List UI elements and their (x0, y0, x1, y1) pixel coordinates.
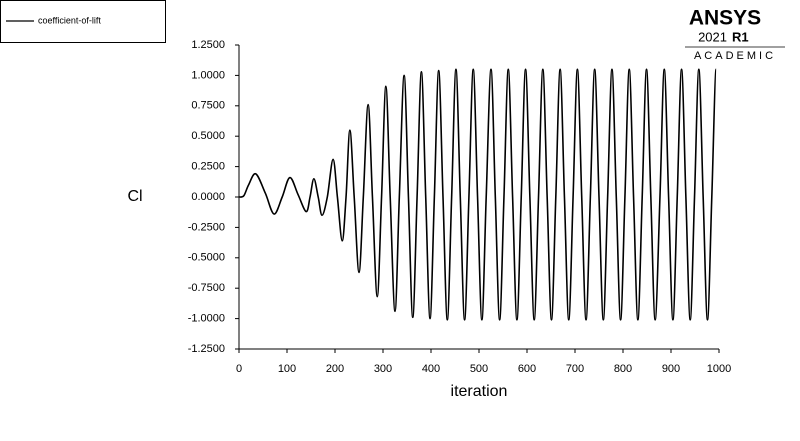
y-tick-label: -1.0000 (188, 313, 225, 325)
y-tick-label: 1.2500 (191, 39, 225, 51)
x-tick-label: 700 (566, 363, 584, 375)
y-tick-label: 1.0000 (191, 69, 225, 81)
y-tick-label: -1.2500 (188, 343, 225, 355)
x-tick-label: 0 (236, 363, 242, 375)
logo-edition: ACADEMIC (694, 50, 776, 62)
y-axis-label: Cl (127, 188, 142, 205)
logo-release: R1 (732, 29, 749, 44)
x-axis-label: iteration (451, 383, 508, 400)
y-tick-label: 0.2500 (191, 161, 225, 173)
x-tick-label: 200 (326, 363, 344, 375)
x-tick-label: 800 (614, 363, 632, 375)
x-tick-label: 400 (422, 363, 440, 375)
x-tick-label: 100 (278, 363, 296, 375)
data-line (238, 68, 717, 321)
x-tick-label: 900 (662, 363, 680, 375)
x-tick-label: 500 (470, 363, 488, 375)
y-tick-label: -0.7500 (188, 282, 225, 294)
x-tick-label: 1000 (707, 363, 731, 375)
x-tick-label: 600 (518, 363, 536, 375)
y-tick-label: -0.2500 (188, 221, 225, 233)
y-tick-label: 0.5000 (191, 130, 225, 142)
y-tick-label: 0.0000 (191, 191, 225, 203)
legend-label: coefficient-of-lift (38, 15, 101, 25)
x-tick-label: 300 (374, 363, 392, 375)
logo-name: ANSYS (689, 7, 761, 30)
y-tick-label: 0.7500 (191, 100, 225, 112)
y-tick-label: -0.5000 (188, 252, 225, 264)
logo-year: 2021 (698, 29, 727, 44)
